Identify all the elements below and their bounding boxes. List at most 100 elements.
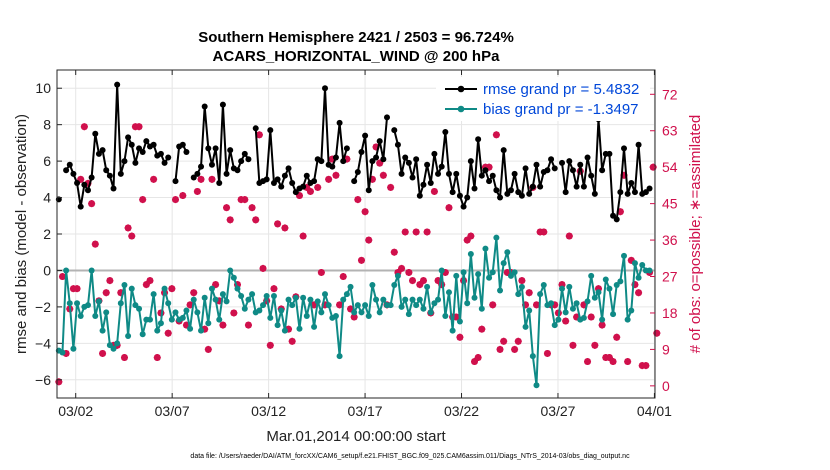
obs-assimilated-marker bbox=[252, 216, 260, 224]
obs-assimilated-marker bbox=[609, 358, 617, 366]
rmse-point bbox=[216, 179, 223, 186]
bias-point bbox=[161, 285, 168, 292]
rmse-point bbox=[544, 167, 551, 174]
rmse-point bbox=[322, 85, 329, 92]
obs-assimilated-marker bbox=[372, 143, 380, 151]
obs-assimilated-marker bbox=[255, 131, 263, 139]
bias-point bbox=[362, 302, 369, 309]
bias-point bbox=[449, 327, 456, 334]
bias-point bbox=[103, 309, 110, 316]
y-tick-label: 8 bbox=[43, 117, 51, 133]
bias-point bbox=[606, 285, 613, 292]
y2-tick-label: 54 bbox=[662, 159, 678, 175]
bias-point bbox=[114, 340, 121, 347]
rmse-point bbox=[533, 161, 540, 168]
rmse-point bbox=[362, 132, 369, 139]
bias-point bbox=[373, 296, 380, 303]
rmse-point bbox=[172, 178, 179, 185]
bias-point bbox=[391, 282, 398, 289]
rmse-point bbox=[289, 179, 296, 186]
bias-point bbox=[205, 320, 212, 327]
obs-assimilated-marker bbox=[511, 345, 519, 353]
rmse-point bbox=[117, 170, 124, 177]
obs-assimilated-marker bbox=[496, 345, 504, 353]
bias-point bbox=[562, 309, 569, 316]
rmse-point bbox=[99, 147, 106, 154]
bias-point bbox=[194, 309, 201, 316]
bias-point bbox=[92, 313, 99, 319]
obs-assimilated-marker bbox=[591, 341, 599, 349]
rmse-point bbox=[252, 125, 259, 132]
bias-series bbox=[55, 234, 653, 389]
obs-assimilated-marker bbox=[135, 123, 143, 131]
rmse-point bbox=[219, 101, 226, 108]
bias-point bbox=[347, 283, 354, 290]
rmse-point bbox=[548, 156, 555, 163]
obs-assimilated-marker bbox=[204, 345, 212, 353]
bias-point bbox=[358, 309, 365, 316]
rmse-point bbox=[136, 145, 143, 152]
obs-assimilated-marker bbox=[201, 325, 209, 333]
obs-assimilated-marker bbox=[401, 228, 409, 236]
obs-assimilated-marker bbox=[452, 313, 460, 321]
bias-point bbox=[595, 289, 602, 296]
bias-point bbox=[267, 314, 274, 321]
bias-point bbox=[285, 296, 292, 303]
rmse-point bbox=[103, 167, 110, 174]
bias-point bbox=[157, 320, 164, 327]
bias-point bbox=[475, 271, 482, 278]
obs-assimilated-marker bbox=[230, 309, 238, 317]
rmse-point bbox=[460, 203, 467, 210]
obs-assimilated-marker bbox=[347, 305, 355, 313]
obs-assimilated-marker bbox=[80, 123, 88, 131]
bias-point bbox=[504, 249, 511, 256]
obs-assimilated-marker bbox=[445, 204, 453, 212]
obs-assimilated-marker bbox=[635, 289, 643, 297]
bias-point bbox=[227, 267, 234, 274]
bias-point bbox=[256, 307, 263, 314]
obs-assimilated-marker bbox=[226, 216, 234, 224]
bias-point bbox=[573, 300, 580, 307]
obs-assimilated-marker bbox=[471, 358, 479, 366]
y-tick-label: −6 bbox=[35, 372, 51, 388]
rmse-point bbox=[150, 141, 157, 148]
rmse-point bbox=[81, 181, 88, 188]
rmse-point bbox=[478, 172, 485, 179]
obs-assimilated-marker bbox=[500, 337, 508, 345]
bias-point bbox=[588, 272, 595, 279]
rmse-point bbox=[380, 156, 387, 163]
bias-point bbox=[132, 302, 139, 309]
rmse-point bbox=[584, 154, 591, 161]
bias-point bbox=[325, 302, 332, 309]
rmse-point bbox=[507, 187, 514, 194]
obs-assimilated-marker bbox=[605, 354, 613, 362]
bias-point bbox=[307, 296, 314, 303]
bias-point bbox=[394, 272, 401, 279]
bias-point bbox=[387, 302, 394, 309]
bias-point bbox=[445, 289, 452, 296]
rmse-point bbox=[628, 179, 635, 186]
obs-assimilated-marker bbox=[562, 317, 570, 325]
bias-point bbox=[380, 296, 387, 303]
x-tick-label: 03/12 bbox=[251, 403, 286, 419]
bias-point bbox=[88, 267, 95, 274]
rmse-point bbox=[405, 159, 412, 166]
rmse-point bbox=[227, 147, 234, 154]
obs-assimilated-marker bbox=[295, 192, 303, 200]
bias-point bbox=[84, 302, 91, 309]
rmse-point bbox=[205, 145, 212, 152]
bias-point bbox=[398, 303, 405, 310]
obs-assimilated-marker bbox=[379, 171, 387, 179]
rmse-point bbox=[161, 159, 168, 166]
rmse-point bbox=[464, 194, 471, 201]
bias-point bbox=[63, 267, 70, 274]
obs-assimilated-marker bbox=[321, 301, 329, 309]
rmse-point bbox=[566, 158, 573, 165]
bias-point bbox=[639, 261, 646, 268]
obs-assimilated-marker bbox=[376, 159, 384, 167]
bias-point bbox=[497, 287, 504, 294]
rmse-point bbox=[165, 154, 172, 161]
obs-assimilated-marker bbox=[456, 333, 464, 341]
obs-assimilated-marker bbox=[62, 349, 70, 357]
bias-point bbox=[340, 296, 347, 303]
